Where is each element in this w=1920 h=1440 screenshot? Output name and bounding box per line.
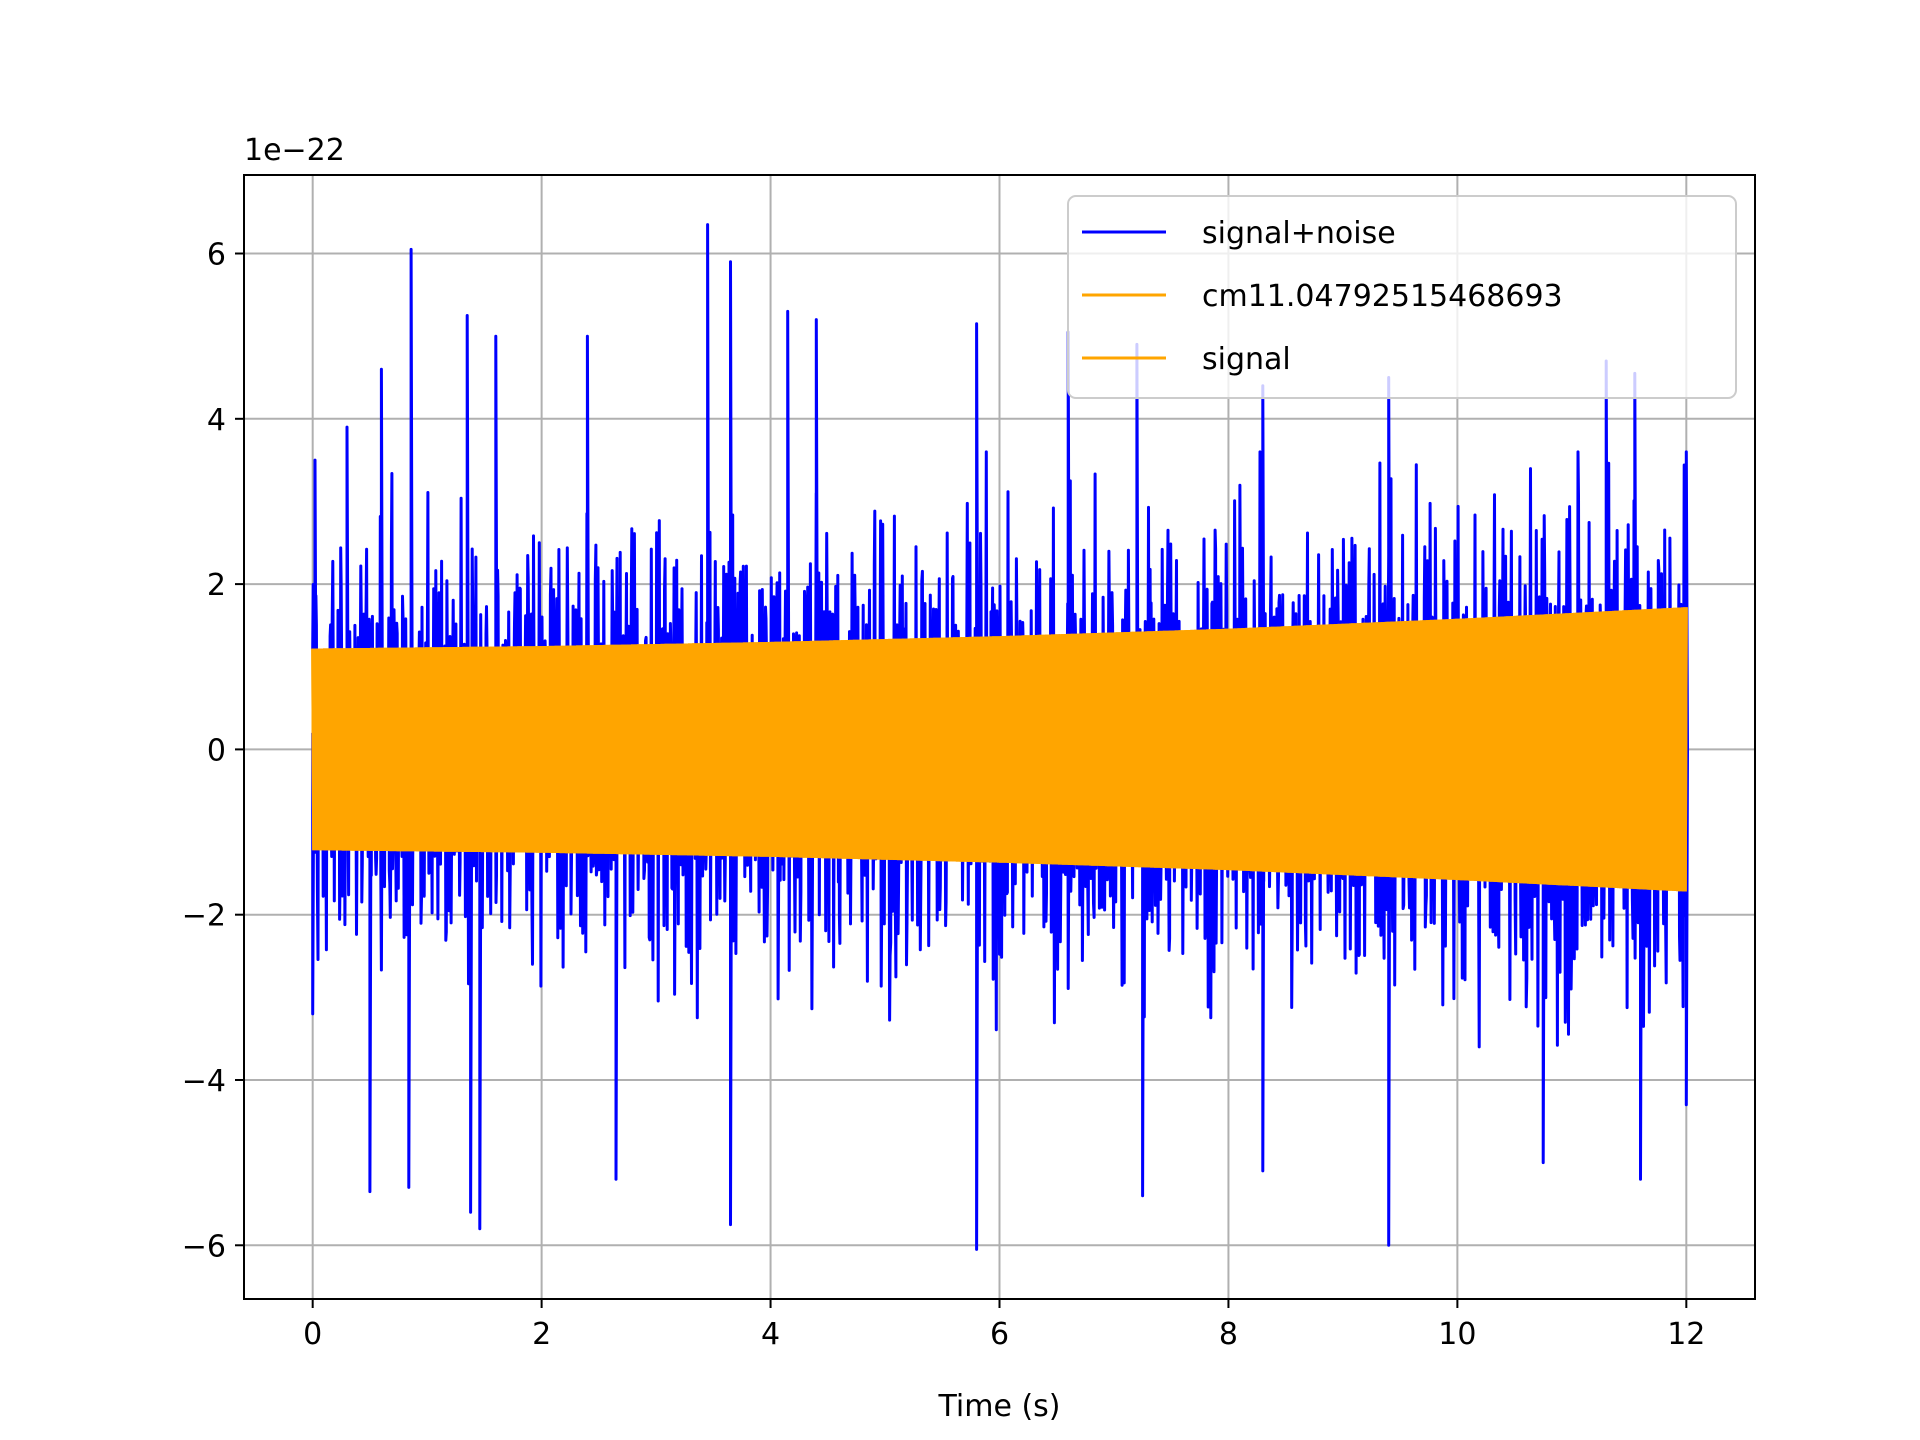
x-tick-label: 8	[1219, 1317, 1238, 1352]
legend-box	[1067, 195, 1737, 399]
y-tick-label: −4	[182, 1064, 226, 1099]
x-tick-label: 6	[990, 1317, 1009, 1352]
x-tick-label: 0	[303, 1317, 322, 1352]
x-tick-label: 12	[1667, 1317, 1705, 1352]
legend-label: signal+noise	[1202, 216, 1396, 251]
y-tick-label: −6	[182, 1229, 226, 1264]
y-axis-ticks: −6 −4 −2 0 2 4 6	[182, 238, 244, 1264]
y-tick-label: −2	[182, 899, 226, 934]
x-tick-label: 4	[761, 1317, 780, 1352]
series-layer	[311, 223, 1689, 1251]
y-tick-label: 4	[207, 403, 226, 438]
y-offset-label: 1e−22	[244, 133, 345, 168]
y-tick-label: 0	[207, 733, 226, 768]
x-tick-label: 10	[1438, 1317, 1476, 1352]
x-axis-ticks: 0 2 4 6 8 10 12	[303, 1299, 1705, 1352]
series-line-signal	[311, 607, 1688, 892]
legend-label: cm11.04792515468693	[1202, 279, 1563, 314]
legend[interactable]: signal+noise cm11.04792515468693 signal	[1067, 195, 1737, 399]
y-tick-label: 6	[207, 238, 226, 273]
x-tick-label: 2	[532, 1317, 551, 1352]
y-tick-label: 2	[207, 568, 226, 603]
legend-label: signal	[1202, 342, 1291, 377]
x-axis-label: Time (s)	[938, 1389, 1061, 1424]
